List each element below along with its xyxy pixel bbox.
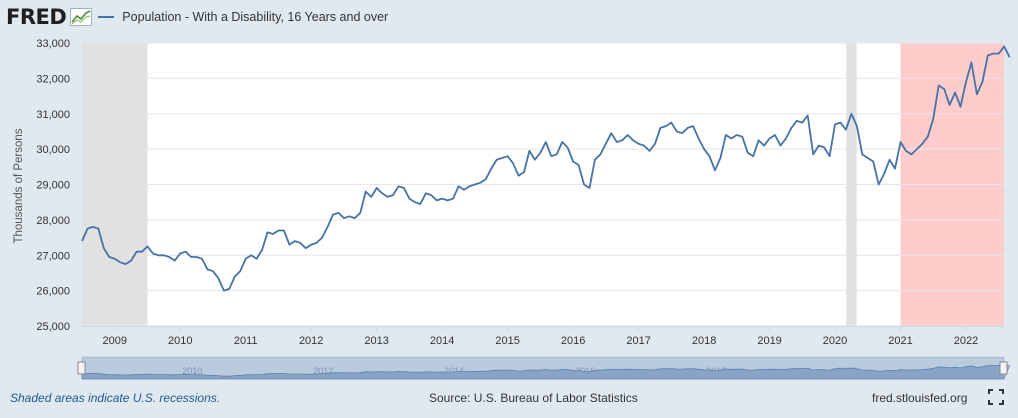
chart-header: FRED Population - With a Disability, 16 … — [6, 4, 388, 30]
x-tick-label: 2013 — [364, 335, 388, 347]
y-tick-label: 25,000 — [36, 321, 70, 333]
series-line[interactable] — [81, 45, 1011, 292]
y-tick-label: 27,000 — [36, 250, 70, 262]
legend-line-swatch — [98, 16, 115, 18]
x-tick-label: 2018 — [692, 335, 716, 347]
site-link[interactable]: fred.stlouisfed.org — [872, 391, 968, 405]
fred-logo[interactable]: FRED — [6, 5, 67, 29]
y-tick-label: 29,000 — [36, 180, 70, 192]
navigator-right-handle[interactable] — [999, 361, 1008, 375]
navigator-left-handle[interactable] — [77, 361, 86, 375]
x-tick-label: 2021 — [888, 335, 912, 347]
recession-note: Shaded areas indicate U.S. recessions. — [10, 391, 221, 405]
x-tick-label: 2014 — [430, 335, 454, 347]
navigator-series-area — [81, 364, 1011, 380]
fullscreen-icon[interactable] — [988, 389, 1004, 405]
x-tick-label: 2019 — [757, 335, 781, 347]
source-label: Source: U.S. Bureau of Labor Statistics — [429, 391, 638, 405]
y-tick-label: 30,000 — [36, 144, 70, 156]
range-navigator[interactable]: 2010201220142016201820202022 — [77, 356, 1011, 380]
x-tick-label: 2009 — [102, 335, 126, 347]
navigator-label: 2012 — [313, 366, 333, 376]
fred-logo-graph-icon — [70, 8, 93, 26]
x-tick-label: 2011 — [234, 335, 258, 347]
navigator-label: 2016 — [575, 366, 595, 376]
y-tick-label: 33,000 — [36, 38, 70, 50]
x-tick-label: 2015 — [495, 335, 519, 347]
y-tick-label: 32,000 — [36, 73, 70, 85]
navigator-label: 2014 — [444, 366, 464, 376]
x-tick-label: 2017 — [626, 335, 650, 347]
x-tick-label: 2016 — [561, 335, 585, 347]
x-tick-label: 2012 — [299, 335, 323, 347]
x-tick-label: 2010 — [168, 335, 192, 347]
legend-label[interactable]: Population - With a Disability, 16 Years… — [122, 10, 389, 24]
y-axis-title: Thousands of Persons — [13, 128, 25, 243]
x-tick-label: 2020 — [823, 335, 847, 347]
y-tick-label: 26,000 — [36, 286, 70, 298]
navigator-label: 2010 — [182, 366, 202, 376]
navigator-selection[interactable] — [82, 357, 1004, 379]
y-tick-label: 31,000 — [36, 109, 70, 121]
y-tick-label: 28,000 — [36, 215, 70, 227]
x-tick-label: 2022 — [954, 335, 978, 347]
